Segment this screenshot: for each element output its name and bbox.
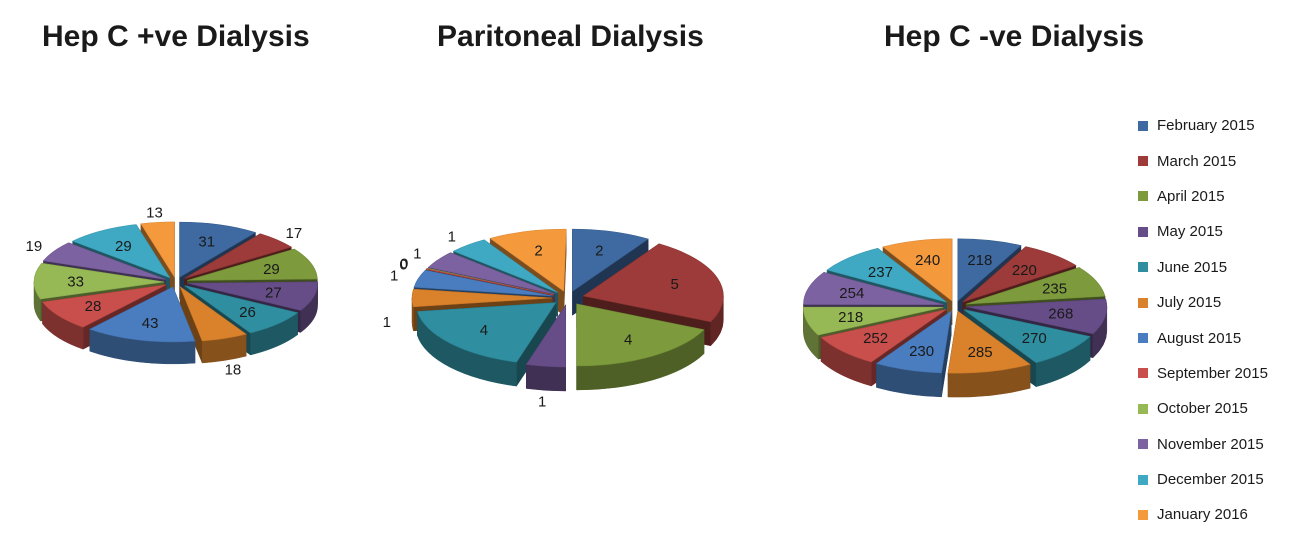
legend-label: November 2015 bbox=[1157, 435, 1264, 453]
pie-slice bbox=[947, 310, 1031, 398]
legend-label: July 2015 bbox=[1157, 294, 1222, 312]
legend-label: May 2015 bbox=[1157, 223, 1223, 241]
chart-title-hep-c-positive: Hep C +ve Dialysis bbox=[42, 20, 310, 53]
data-label: 31 bbox=[198, 234, 215, 251]
legend-swatch bbox=[1138, 474, 1148, 485]
legend-swatch bbox=[1138, 262, 1148, 273]
pie-slice bbox=[875, 310, 952, 398]
legend-item: September 2015 bbox=[1138, 356, 1268, 391]
data-label: 1 bbox=[390, 267, 398, 284]
data-label: 0 bbox=[399, 256, 407, 273]
data-label: 1 bbox=[383, 314, 391, 331]
data-label: 270 bbox=[1022, 330, 1047, 347]
data-label: 1 bbox=[448, 228, 456, 245]
legend-label: June 2015 bbox=[1157, 258, 1228, 276]
data-label: 0 bbox=[400, 256, 408, 273]
data-label: 252 bbox=[863, 330, 888, 347]
chart-title-peritoneal: Paritoneal Dialysis bbox=[437, 20, 704, 53]
data-label: 17 bbox=[285, 225, 302, 242]
legend-item: July 2015 bbox=[1138, 285, 1268, 320]
data-label: 230 bbox=[909, 343, 934, 360]
legend-item: February 2015 bbox=[1138, 108, 1268, 143]
data-label: 4 bbox=[480, 322, 488, 339]
data-label: 254 bbox=[839, 285, 864, 302]
pie-slice bbox=[416, 301, 557, 387]
data-label: 268 bbox=[1048, 306, 1073, 323]
legend-label: October 2015 bbox=[1157, 400, 1248, 418]
legend-swatch bbox=[1138, 297, 1148, 308]
data-label: 235 bbox=[1042, 280, 1067, 297]
legend-item: October 2015 bbox=[1138, 391, 1268, 426]
legend-swatch bbox=[1138, 226, 1148, 237]
data-label: 240 bbox=[915, 252, 940, 269]
legend-item: June 2015 bbox=[1138, 250, 1268, 285]
data-label: 28 bbox=[85, 298, 102, 315]
legend-item: December 2015 bbox=[1138, 462, 1268, 497]
data-label: 4 bbox=[624, 331, 632, 348]
data-label: 1 bbox=[413, 245, 421, 262]
legend-swatch bbox=[1138, 120, 1148, 131]
pie-slice bbox=[89, 286, 196, 365]
legend-item: April 2015 bbox=[1138, 179, 1268, 214]
legend-item: November 2015 bbox=[1138, 427, 1268, 462]
data-label: 26 bbox=[239, 304, 256, 321]
legend-label: April 2015 bbox=[1157, 187, 1225, 205]
legend-swatch bbox=[1138, 439, 1148, 450]
legend-item: March 2015 bbox=[1138, 143, 1268, 178]
legend-item: January 2016 bbox=[1138, 497, 1268, 532]
data-label: 2 bbox=[534, 243, 542, 260]
legend-swatch bbox=[1138, 156, 1148, 167]
legend-label: September 2015 bbox=[1157, 364, 1268, 382]
data-label: 237 bbox=[868, 264, 893, 281]
legend-swatch bbox=[1138, 333, 1148, 344]
legend-item: May 2015 bbox=[1138, 214, 1268, 249]
data-label: 1 bbox=[538, 393, 546, 410]
legend-label: August 2015 bbox=[1157, 329, 1242, 347]
legend-swatch bbox=[1138, 509, 1148, 520]
data-label: 285 bbox=[968, 344, 993, 361]
legend-item: August 2015 bbox=[1138, 320, 1268, 355]
chart-legend: February 2015 March 2015 April 2015 May … bbox=[1138, 108, 1268, 533]
data-label: 218 bbox=[967, 252, 992, 269]
data-label: 218 bbox=[838, 309, 863, 326]
data-label: 13 bbox=[146, 205, 163, 222]
chart-title-hep-c-negative: Hep C -ve Dialysis bbox=[884, 20, 1145, 53]
pie-slice bbox=[576, 303, 705, 391]
legend-label: December 2015 bbox=[1157, 471, 1264, 489]
data-label: 2 bbox=[595, 243, 603, 260]
data-label: 43 bbox=[142, 315, 159, 332]
data-label: 18 bbox=[225, 362, 242, 379]
pie-slice bbox=[179, 285, 247, 364]
legend-label: March 2015 bbox=[1157, 152, 1237, 170]
pie-slice bbox=[525, 304, 567, 392]
legend-label: February 2015 bbox=[1157, 117, 1255, 135]
data-label: 5 bbox=[671, 276, 679, 293]
data-label: 29 bbox=[263, 261, 280, 278]
data-label: 33 bbox=[67, 273, 84, 290]
data-label: 29 bbox=[115, 238, 132, 255]
legend-swatch bbox=[1138, 191, 1148, 202]
legend-label: January 2016 bbox=[1157, 506, 1248, 524]
legend-swatch bbox=[1138, 403, 1148, 414]
data-label: 27 bbox=[265, 284, 282, 301]
legend-swatch bbox=[1138, 368, 1148, 379]
data-label: 220 bbox=[1012, 262, 1037, 279]
data-label: 19 bbox=[26, 238, 43, 255]
